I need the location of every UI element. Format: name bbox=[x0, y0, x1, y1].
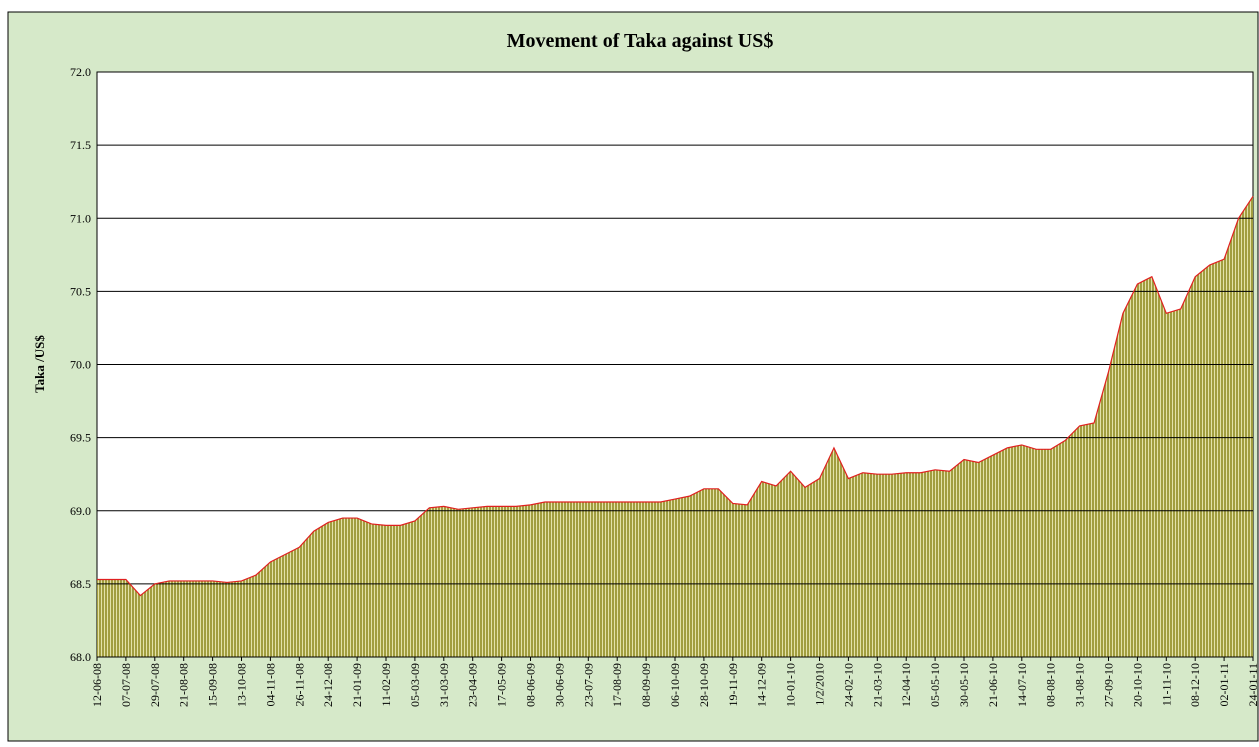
x-tick-label: 08-09-09 bbox=[639, 663, 653, 707]
x-tick-label: 21-08-08 bbox=[177, 663, 191, 707]
x-tick-label: 08-12-10 bbox=[1188, 663, 1202, 707]
x-tick-label: 08-08-10 bbox=[1044, 663, 1058, 707]
y-tick-label: 69.0 bbox=[70, 504, 91, 518]
y-tick-label: 72.0 bbox=[70, 65, 91, 79]
x-tick-label: 06-10-09 bbox=[668, 663, 682, 707]
y-axis-label: Taka /US$ bbox=[32, 335, 47, 393]
x-tick-label: 21-01-09 bbox=[350, 663, 364, 707]
area bbox=[97, 196, 1253, 657]
y-tick-label: 68.5 bbox=[70, 577, 91, 591]
x-tick-label: 20-10-10 bbox=[1130, 663, 1144, 707]
x-tick-label: 21-03-10 bbox=[870, 663, 884, 707]
y-tick-label: 69.5 bbox=[70, 431, 91, 445]
x-tick-label: 13-10-08 bbox=[235, 663, 249, 707]
x-tick-label: 02-01-11 bbox=[1217, 663, 1231, 707]
x-tick-label: 26-11-08 bbox=[292, 663, 306, 707]
y-tick-label: 70.0 bbox=[70, 358, 91, 372]
x-tick-label: 05-05-10 bbox=[928, 663, 942, 707]
x-tick-label: 14-12-09 bbox=[755, 663, 769, 707]
x-tick-label: 11-02-09 bbox=[379, 663, 393, 707]
x-tick-label: 21-06-10 bbox=[986, 663, 1000, 707]
x-tick-label: 05-03-09 bbox=[408, 663, 422, 707]
y-tick-label: 68.0 bbox=[70, 650, 91, 664]
x-tick-label: 29-07-08 bbox=[148, 663, 162, 707]
x-tick-label: 08-06-09 bbox=[524, 663, 538, 707]
y-tick-label: 71.5 bbox=[70, 138, 91, 152]
x-tick-label: 31-03-09 bbox=[437, 663, 451, 707]
x-tick-label: 30-05-10 bbox=[957, 663, 971, 707]
x-tick-label: 24-02-10 bbox=[841, 663, 855, 707]
x-tick-label: 15-09-08 bbox=[206, 663, 220, 707]
x-tick-label: 23-07-09 bbox=[581, 663, 595, 707]
x-tick-label: 30-06-09 bbox=[552, 663, 566, 707]
x-tick-label: 04-11-08 bbox=[263, 663, 277, 707]
x-tick-label: 31-08-10 bbox=[1073, 663, 1087, 707]
x-tick-label: 07-07-08 bbox=[119, 663, 133, 707]
x-tick-label: 17-08-09 bbox=[610, 663, 624, 707]
x-tick-label: 1/2/2010 bbox=[813, 663, 827, 706]
x-tick-label: 17-05-09 bbox=[495, 663, 509, 707]
x-tick-label: 23-04-09 bbox=[466, 663, 480, 707]
y-tick-label: 71.0 bbox=[70, 211, 91, 225]
x-tick-label: 12-04-10 bbox=[899, 663, 913, 707]
y-tick-label: 70.5 bbox=[70, 284, 91, 298]
x-tick-label: 27-09-10 bbox=[1102, 663, 1116, 707]
x-tick-label: 10-01-10 bbox=[784, 663, 798, 707]
x-tick-label: 28-10-09 bbox=[697, 663, 711, 707]
x-tick-label: 19-11-09 bbox=[726, 663, 740, 707]
x-tick-label: 24-12-08 bbox=[321, 663, 335, 707]
x-tick-label: 24-01-11 bbox=[1246, 663, 1259, 707]
x-tick-label: 14-07-10 bbox=[1015, 663, 1029, 707]
chart-title: Movement of Taka against US$ bbox=[507, 30, 774, 52]
line bbox=[97, 195, 1254, 597]
x-tick-label: 12-06-08 bbox=[90, 663, 104, 707]
x-tick-label: 11-11-10 bbox=[1159, 663, 1173, 706]
